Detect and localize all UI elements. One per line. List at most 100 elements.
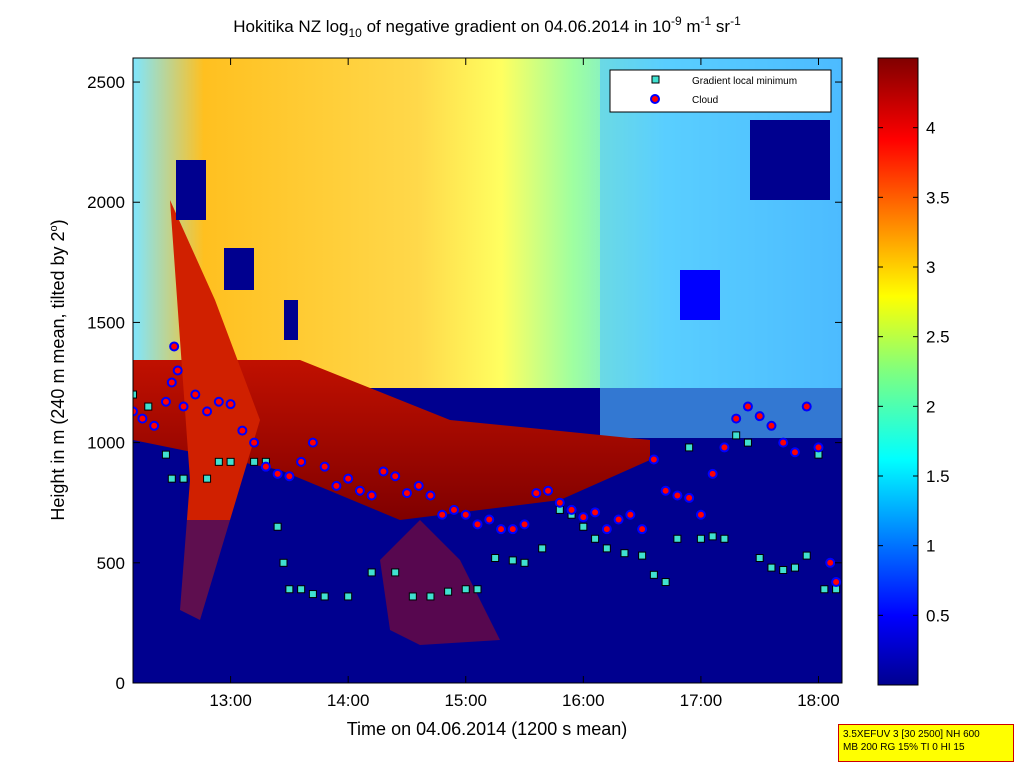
- y-axis-label-end: ): [48, 219, 68, 225]
- chart-title-unit-sr: sr: [711, 17, 730, 36]
- heatmap-blue-patch: [176, 160, 206, 220]
- cloud-point: [707, 468, 718, 479]
- gradient-minimum-point: [820, 585, 829, 594]
- cloud-point: [601, 524, 612, 535]
- gradient-minimum-point: [743, 438, 752, 447]
- gradient-minimum-point: [579, 522, 588, 531]
- cloud-point: [413, 480, 424, 491]
- heatmap-aerosol-band: [133, 360, 650, 520]
- cloud-point: [366, 490, 377, 501]
- cloud-point: [519, 519, 530, 530]
- cloud-point: [331, 480, 342, 491]
- x-tick-label: 16:00: [562, 691, 605, 710]
- y-tick-label: 1500: [87, 313, 125, 332]
- cloud-point: [160, 396, 171, 407]
- colorbar-fill: [877, 57, 919, 686]
- cloud-point: [742, 401, 753, 412]
- cloud-point: [531, 488, 542, 499]
- cloud-point: [778, 437, 789, 448]
- cloud-point: [590, 507, 601, 518]
- cloud-point: [437, 509, 448, 520]
- cloud-point: [166, 377, 177, 388]
- gradient-minimum-point: [661, 578, 670, 587]
- chart-title-unit-m-superscript: -1: [701, 14, 712, 28]
- heatmap-blue-patch: [284, 300, 298, 340]
- cloud-point: [648, 454, 659, 465]
- colorbar-tick-label: 1: [926, 537, 935, 556]
- cloud-point: [460, 509, 471, 520]
- gradient-minimum-point: [444, 587, 453, 596]
- colorbar-tick-label: 1.5: [926, 467, 950, 486]
- cloud-point: [613, 514, 624, 525]
- legend-box: [609, 69, 832, 113]
- cloud-point: [637, 524, 648, 535]
- cloud-point: [789, 447, 800, 458]
- gradient-minimum-point: [367, 568, 376, 577]
- colorbar-tick-label: 3: [926, 258, 935, 277]
- gradient-minimum-point: [344, 592, 353, 601]
- gradient-minimum-point: [591, 534, 600, 543]
- cloud-point: [448, 504, 459, 515]
- chart-title-unit-m: m: [682, 17, 701, 36]
- gradient-minimum-point: [250, 457, 259, 466]
- gradient-minimum-point: [297, 585, 306, 594]
- gradient-minimum-point: [649, 570, 658, 579]
- cloud-point: [731, 413, 742, 424]
- legend-label-cloud: Cloud: [692, 95, 718, 106]
- y-tick-label: 2000: [87, 193, 125, 212]
- x-tick-label: 15:00: [444, 691, 487, 710]
- gradient-minimum-point: [203, 474, 212, 483]
- info-box-line-1: 3.5XEFUV 3 [30 2500] NH 600: [843, 729, 980, 740]
- cloud-point: [660, 485, 671, 496]
- cloud-point: [237, 425, 248, 436]
- legend: Gradient local minimum Cloud: [609, 69, 832, 113]
- cloud-point: [378, 466, 389, 477]
- colorbar: 0.5 1 1.5 2 2.5 3 3.5 4: [877, 57, 950, 686]
- info-box: 3.5XEFUV 3 [30 2500] NH 600 MB 200 RG 15…: [838, 724, 1014, 762]
- cloud-point: [401, 488, 412, 499]
- gradient-minimum-point: [508, 556, 517, 565]
- cloud-point: [496, 524, 507, 535]
- x-tick-label: 14:00: [327, 691, 370, 710]
- y-axis-label-main: Height in m (240 m mean, tilted by 2: [48, 231, 68, 520]
- gradient-minimum-point: [620, 549, 629, 558]
- legend-label-gradient-minimum: Gradient local minimum: [692, 76, 797, 87]
- cloud-point: [343, 473, 354, 484]
- gradient-minimum-point: [473, 585, 482, 594]
- gradient-minimum-point: [491, 554, 500, 562]
- heatmap-blue-patch: [680, 270, 720, 320]
- cloud-point: [484, 514, 495, 525]
- gradient-minimum-point: [638, 551, 647, 560]
- x-tick-label: 18:00: [797, 691, 840, 710]
- x-axis-label: Time on 04.06.2014 (1200 s mean): [347, 719, 628, 739]
- cloud-point: [831, 577, 842, 588]
- gradient-minimum-point: [285, 585, 294, 594]
- cloud-point: [507, 524, 518, 535]
- colorbar-tick-label: 0.5: [926, 606, 950, 625]
- cloud-point: [813, 442, 824, 453]
- gradient-minimum-point: [391, 568, 400, 577]
- heatmap-red-plume-left: [170, 200, 260, 620]
- x-tick-label: 17:00: [680, 691, 723, 710]
- y-axis-label: Height in m (240 m mean, tilted by 2o): [48, 219, 68, 520]
- cloud-point: [284, 471, 295, 482]
- heatmap-lower-field: [133, 520, 842, 683]
- gradient-minimum-point: [426, 592, 435, 601]
- y-tick-label: 0: [116, 674, 125, 693]
- colorbar-tick-label: 2: [926, 397, 935, 416]
- cloud-point: [260, 461, 271, 472]
- cloud-point: [213, 396, 224, 407]
- gradient-minimum-point: [461, 585, 470, 594]
- heatmap-blue-patch: [224, 248, 254, 290]
- legend-marker-gradient-minimum: [651, 75, 660, 84]
- cloud-point: [695, 509, 706, 520]
- cloud-point: [719, 442, 730, 453]
- chart-title-prefix-subscript: 10: [349, 26, 363, 40]
- cloud-point: [296, 456, 307, 467]
- cloud-point: [225, 399, 236, 410]
- y-axis-label-degree: o: [48, 225, 60, 231]
- colorbar-tick-label: 2.5: [926, 328, 950, 347]
- cloud-point: [425, 490, 436, 501]
- gradient-minimum-point: [273, 522, 282, 531]
